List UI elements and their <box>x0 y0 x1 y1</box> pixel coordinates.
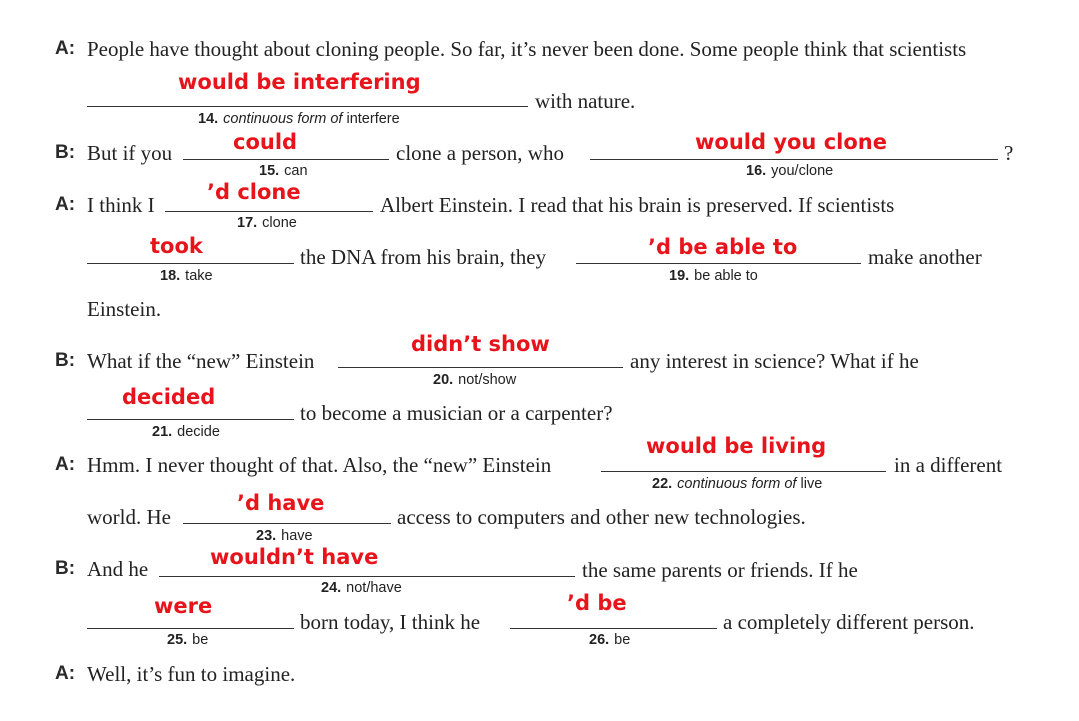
answer-21: decided <box>122 385 216 409</box>
cue-22: 22. continuous form of live <box>652 476 823 492</box>
cue-26: 26. be <box>589 632 631 648</box>
speaker-label: B: <box>55 350 76 371</box>
cue-24: 24. not/have <box>321 580 402 596</box>
dialogue-text: with nature. <box>535 89 636 113</box>
blank-line-14 <box>87 106 528 107</box>
answer-15: could <box>233 130 298 154</box>
dialogue-text: But if you <box>87 141 173 165</box>
cue-16: 16. you/clone <box>746 163 834 179</box>
blank-line-18 <box>87 263 294 264</box>
dialogue-text: any interest in science? What if he <box>630 349 919 373</box>
dialogue-text: And he <box>87 557 149 581</box>
speaker-label: A: <box>55 38 76 59</box>
answer-18: took <box>150 234 203 258</box>
cue-25: 25. be <box>167 632 209 648</box>
blank-line-23 <box>183 523 391 524</box>
answer-16: would you clone <box>695 130 887 154</box>
cue-15: 15. can <box>259 163 308 179</box>
dialogue-text: access to computers and other new techno… <box>397 505 806 529</box>
speaker-label: B: <box>55 142 76 163</box>
answer-19: ’d be able to <box>648 235 798 259</box>
blank-line-16 <box>590 159 998 160</box>
dialogue-text: a completely different person. <box>723 610 975 634</box>
dialogue-text: the DNA from his brain, they <box>300 245 547 269</box>
answer-23: ’d have <box>237 491 325 515</box>
dialogue-text: What if the “new” Einstein <box>87 349 315 373</box>
dialogue-text: born today, I think he <box>300 610 481 634</box>
dialogue-text: Well, it’s fun to imagine. <box>87 662 296 686</box>
answer-20: didn’t show <box>411 332 550 356</box>
answer-14: would be interfering <box>178 70 421 94</box>
dialogue-text: in a different <box>894 453 1003 477</box>
dialogue-text: world. He <box>87 505 171 529</box>
speaker-label: A: <box>55 194 76 215</box>
dialogue-text: People have thought about cloning people… <box>87 37 967 61</box>
dialogue-text: ? <box>1004 141 1014 165</box>
blank-line-17 <box>165 211 373 212</box>
cue-20: 20. not/show <box>433 372 517 388</box>
dialogue-text: I think I <box>87 193 155 217</box>
dialogue-text: clone a person, who <box>396 141 564 165</box>
dialogue-text: Albert Einstein. I read that his brain i… <box>380 193 895 217</box>
cue-17: 17. clone <box>237 215 297 231</box>
answer-26: ’d be <box>567 591 627 615</box>
dialogue-text: make another <box>868 245 982 269</box>
cue-14: 14. continuous form of interfere <box>198 111 400 127</box>
blank-line-24 <box>159 576 575 577</box>
dialogue-text: the same parents or friends. If he <box>582 558 858 582</box>
dialogue-text: Einstein. <box>87 297 162 321</box>
blank-line-15 <box>183 159 389 160</box>
speaker-label: A: <box>55 454 76 475</box>
cue-21: 21. decide <box>152 424 220 440</box>
answer-25: were <box>154 594 213 618</box>
dialogue-text: to become a musician or a carpenter? <box>300 401 613 425</box>
dialogue-text: Hmm. I never thought of that. Also, the … <box>87 453 552 477</box>
cue-18: 18. take <box>160 268 213 284</box>
cue-19: 19. be able to <box>669 268 758 284</box>
answer-17: ’d clone <box>207 180 301 204</box>
answer-22: would be living <box>646 434 827 458</box>
blank-line-19 <box>576 263 861 264</box>
answer-24: wouldn’t have <box>210 545 379 569</box>
blank-line-22 <box>601 471 886 472</box>
speaker-label: A: <box>55 663 76 684</box>
blank-line-20 <box>338 367 623 368</box>
blank-line-26 <box>510 628 717 629</box>
speaker-label: B: <box>55 558 76 579</box>
blank-line-21 <box>87 419 294 420</box>
cue-23: 23. have <box>256 528 313 544</box>
blank-line-25 <box>87 628 294 629</box>
